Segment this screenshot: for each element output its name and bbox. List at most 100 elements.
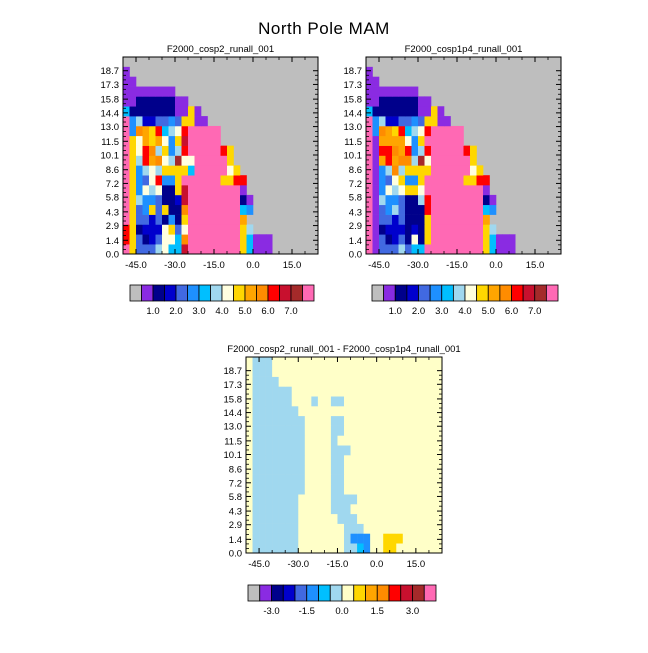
- heatmap-cell: [548, 234, 555, 245]
- heatmap-cell: [366, 244, 373, 255]
- heatmap-cell: [272, 523, 279, 534]
- heatmap-cell: [175, 214, 182, 225]
- heatmap-cell: [330, 435, 338, 446]
- colorbar-swatch: [129, 284, 142, 302]
- colorbar-diff: -3.0 -1.5 0.0 1.5 3.0: [247, 584, 437, 617]
- heatmap-cell: [188, 234, 195, 245]
- y-tick-label: 1.4: [229, 535, 242, 546]
- heatmap-cell: [411, 96, 419, 107]
- heatmap-cell: [405, 155, 412, 166]
- heatmap-cell: [424, 175, 432, 186]
- heatmap-cell: [402, 396, 410, 407]
- heatmap-cell: [149, 244, 156, 255]
- heatmap-cell: [337, 366, 345, 377]
- heatmap-cell: [252, 376, 260, 387]
- heatmap-cell: [415, 357, 423, 368]
- heatmap-cell: [129, 224, 137, 235]
- y-tick-label: 4.3: [349, 207, 362, 218]
- heatmap-cell: [168, 224, 176, 235]
- x-tick-label: 15.0: [283, 260, 302, 271]
- heatmap-cell: [259, 415, 266, 426]
- heatmap-cell: [389, 435, 397, 446]
- heatmap-cell: [259, 244, 267, 255]
- colorbar-swatch: [187, 284, 200, 302]
- heatmap-cell: [437, 224, 445, 235]
- heatmap-cell: [123, 234, 130, 245]
- heatmap-cell: [372, 185, 380, 196]
- colorbar-swatch: [247, 584, 261, 602]
- colorbar-label: 7.0: [528, 306, 541, 317]
- heatmap-cell: [366, 86, 373, 97]
- heatmap-cell: [123, 204, 130, 215]
- heatmap-cell: [252, 474, 260, 485]
- heatmap-cell: [383, 504, 391, 515]
- heatmap-cell: [428, 455, 436, 466]
- heatmap-cell: [278, 406, 286, 417]
- heatmap-cell: [422, 494, 430, 505]
- heatmap-cell: [435, 425, 443, 436]
- heatmap-cell: [428, 474, 436, 485]
- heatmap-cell: [389, 484, 397, 495]
- heatmap-cell: [265, 533, 273, 544]
- heatmap-cell: [376, 484, 384, 495]
- heatmap-cell: [409, 366, 417, 377]
- heatmap-cell: [370, 474, 377, 485]
- heatmap-cell: [357, 366, 364, 377]
- heatmap-cell: [489, 224, 497, 235]
- heatmap-cell: [188, 155, 195, 166]
- heatmap-cell: [201, 155, 208, 166]
- y-tick-label: 5.8: [229, 492, 242, 503]
- y-tick-label: 7.2: [106, 179, 119, 190]
- heatmap-cell: [337, 474, 345, 485]
- heatmap-cell: [372, 145, 380, 156]
- heatmap-cell: [227, 214, 234, 225]
- heatmap-cell: [405, 175, 412, 186]
- colorbar-cosp2: 1.0 2.0 3.0 4.0 5.0 6.0 7.0: [129, 284, 315, 317]
- heatmap-cell: [437, 125, 445, 137]
- heatmap-cell: [383, 415, 391, 426]
- heatmap-cell: [285, 425, 293, 436]
- heatmap-cell: [344, 396, 351, 407]
- heatmap-cell: [149, 145, 156, 156]
- y-tick-label: 14.4: [224, 408, 243, 419]
- heatmap-cell: [324, 523, 332, 534]
- heatmap-cell: [398, 244, 406, 255]
- heatmap-cell: [437, 106, 445, 117]
- colorbar-swatch: [271, 584, 284, 602]
- heatmap-cell: [357, 504, 364, 515]
- heatmap-cell: [366, 106, 373, 117]
- heatmap-cell: [418, 185, 425, 196]
- heatmap-cell: [246, 234, 254, 245]
- heatmap-cell: [311, 474, 319, 485]
- heatmap-cell: [181, 145, 189, 156]
- heatmap-cell: [298, 504, 306, 515]
- heatmap-cell: [265, 406, 273, 417]
- heatmap-cell: [207, 244, 215, 255]
- heatmap-cell: [363, 445, 371, 456]
- heatmap-cell: [304, 533, 312, 544]
- heatmap-cell: [370, 406, 377, 417]
- heatmap-cell: [431, 214, 438, 225]
- heatmap-cell: [392, 165, 399, 176]
- heatmap-cell: [337, 484, 345, 495]
- heatmap-cell: [142, 234, 150, 245]
- heatmap-cell: [123, 175, 130, 186]
- heatmap-cell: [207, 185, 215, 196]
- heatmap-cell: [379, 86, 386, 97]
- heatmap-cell: [398, 204, 406, 215]
- heatmap-cell: [357, 425, 364, 436]
- heatmap-cell: [337, 357, 345, 368]
- heatmap-cell: [278, 455, 286, 466]
- heatmap-cell: [136, 125, 143, 137]
- colorbar-label: -1.5: [299, 606, 315, 617]
- x-tick-label: 0.0: [246, 260, 259, 271]
- heatmap-cell: [418, 204, 425, 215]
- heatmap-cell: [372, 224, 380, 235]
- heatmap-cell: [330, 543, 338, 554]
- heatmap-cell: [149, 116, 156, 127]
- heatmap-cell: [357, 523, 364, 534]
- heatmap-cell: [389, 543, 397, 554]
- heatmap-cell: [188, 224, 195, 235]
- heatmap-cell: [149, 155, 156, 166]
- heatmap-cell: [405, 145, 412, 156]
